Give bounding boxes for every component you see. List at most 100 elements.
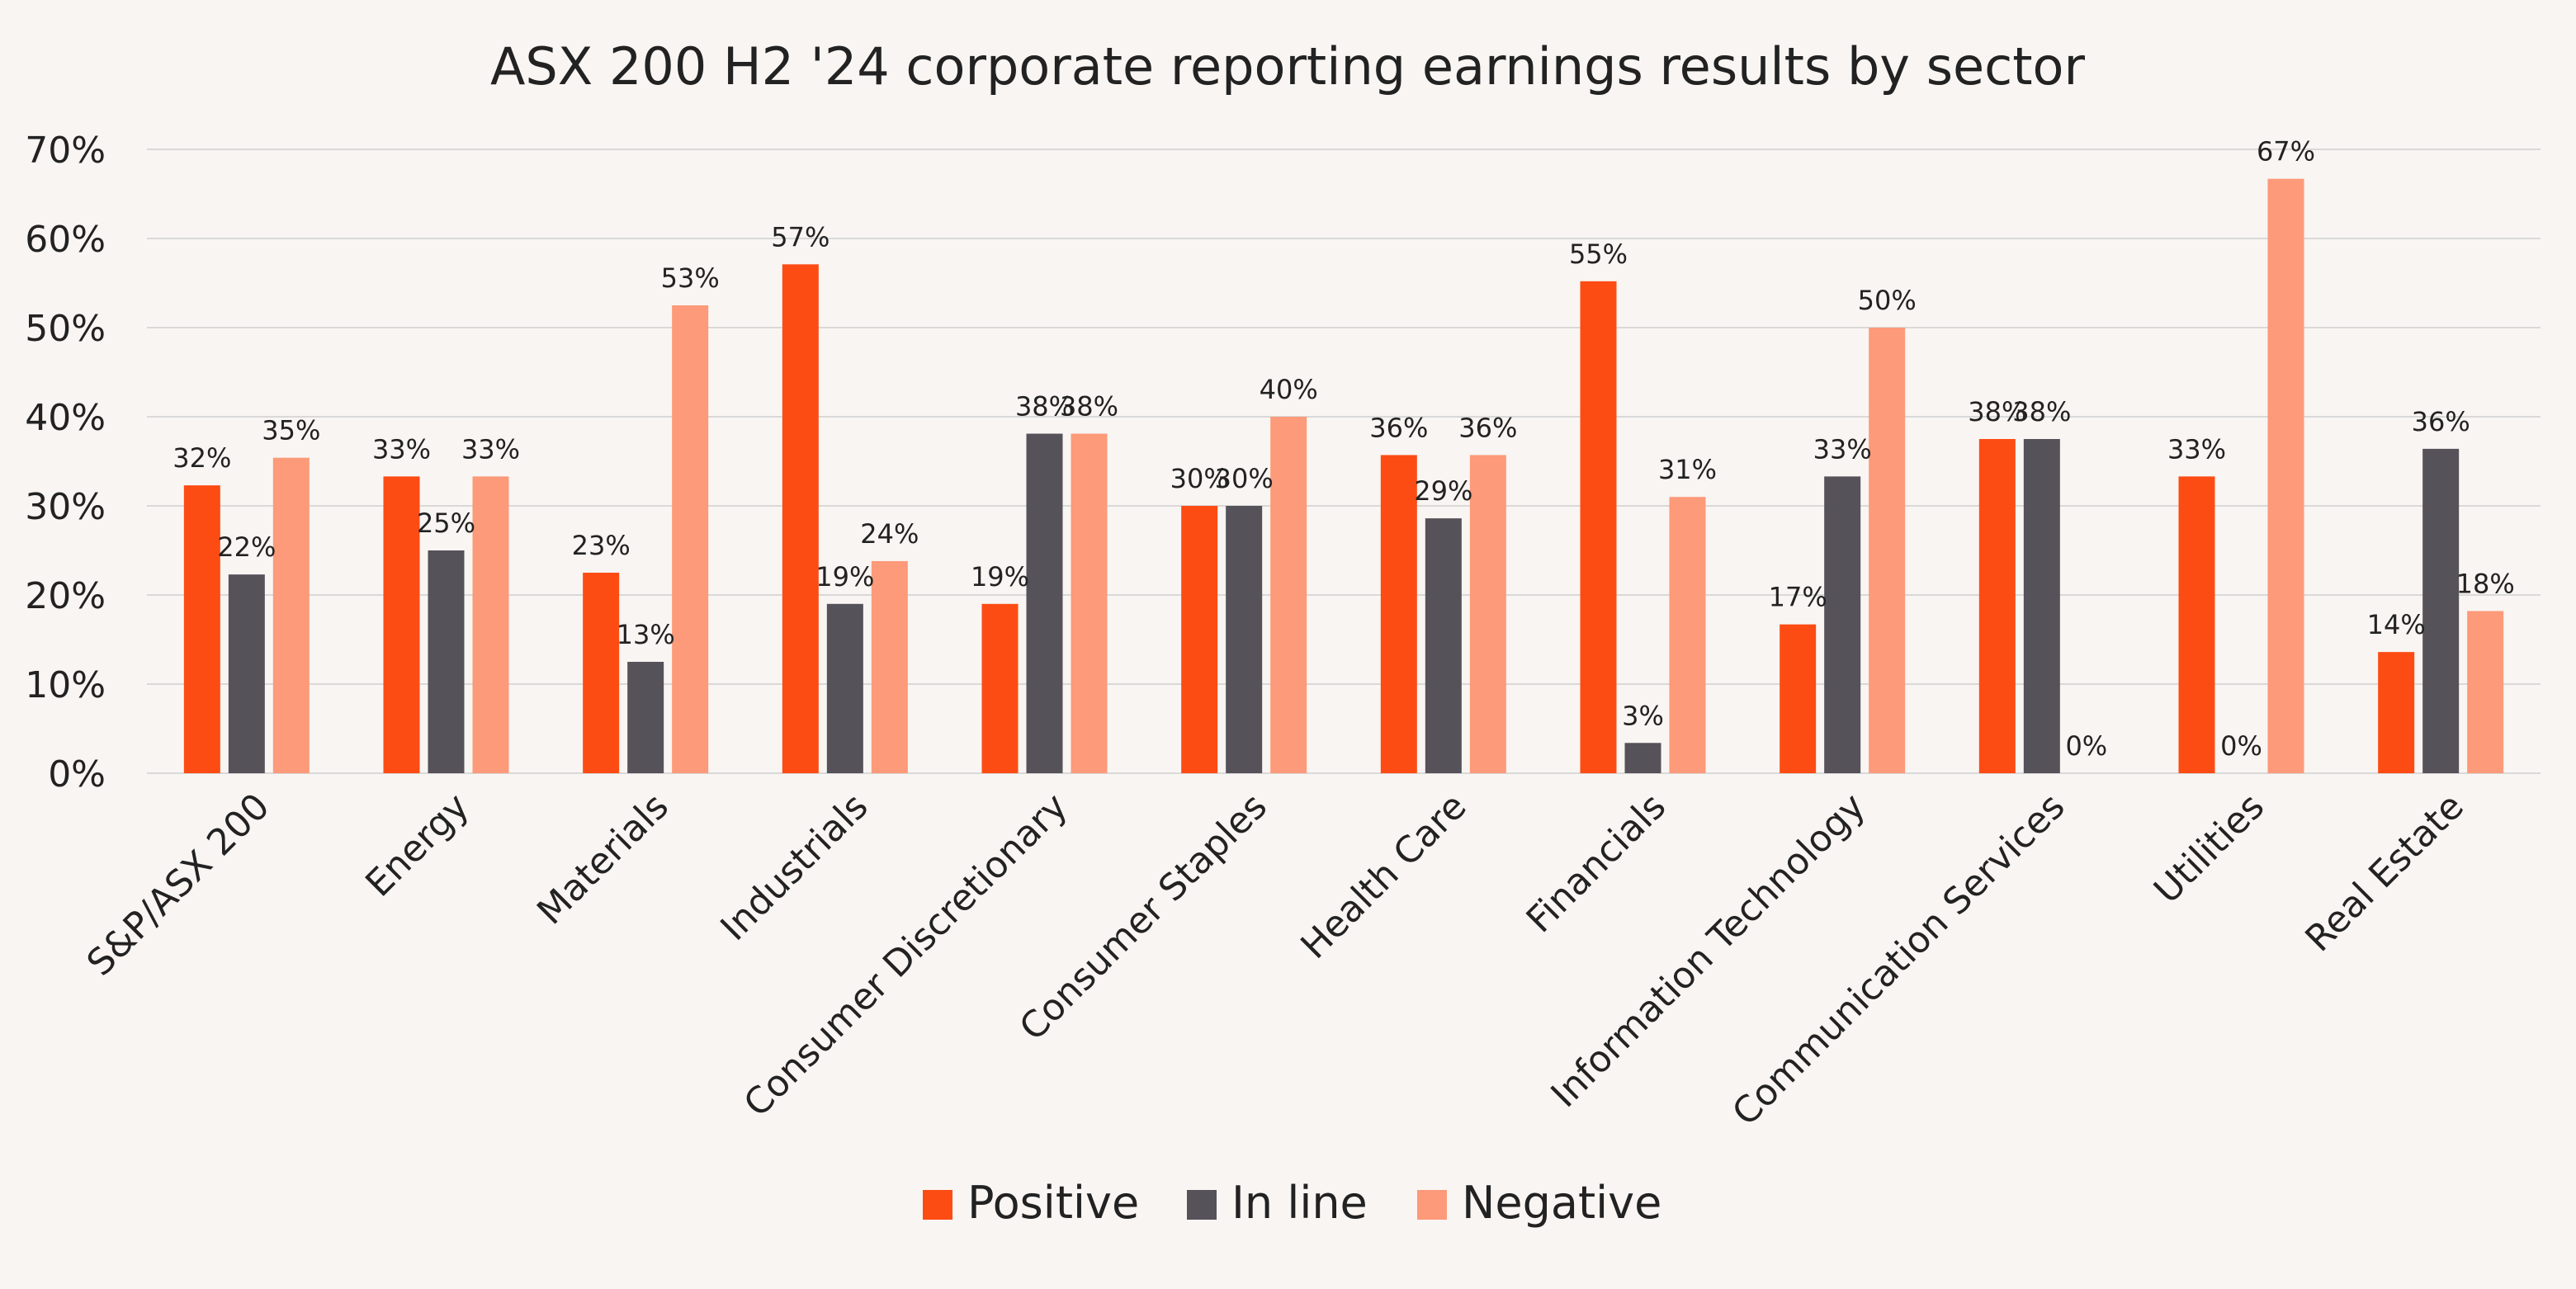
legend-swatch: [1187, 1190, 1217, 1220]
data-label: 25%: [417, 508, 475, 539]
data-label: 19%: [815, 561, 874, 593]
bar-in-line: [1624, 743, 1661, 773]
data-label: 50%: [1858, 285, 1917, 316]
bar-positive: [981, 603, 1019, 773]
data-label: 36%: [1458, 412, 1517, 443]
data-label: 38%: [1015, 391, 1074, 423]
bar-negative: [672, 305, 709, 773]
bar-negative: [2267, 178, 2304, 773]
data-label: 14%: [2367, 609, 2426, 640]
data-label: 19%: [971, 561, 1029, 593]
bar-in-line: [428, 550, 465, 773]
y-tick-label: 30%: [25, 486, 106, 528]
bar-positive: [1580, 281, 1617, 774]
legend-swatch: [923, 1190, 952, 1220]
data-label: 13%: [617, 619, 675, 650]
data-label: 3%: [1622, 700, 1664, 731]
data-label: 31%: [1658, 454, 1717, 485]
bar-negative: [871, 560, 908, 773]
bar-in-line: [2422, 448, 2460, 773]
data-label: 29%: [1414, 475, 1472, 507]
bar-negative: [1469, 455, 1506, 773]
y-tick-label: 60%: [25, 219, 106, 261]
legend-label: Positive: [967, 1177, 1139, 1229]
y-tick-label: 40%: [25, 397, 106, 439]
x-tick-label: Information Technology: [1543, 786, 1874, 1116]
data-label: 53%: [661, 262, 720, 294]
data-labels: 32% 33% 23% 57% 19% 30% 36% 55% 17% 38% 33% 14% 22% 2…: [173, 136, 2514, 762]
bar-in-line: [1425, 518, 1462, 773]
x-axis-category-labels: S&P/ASX 200 Energy Materials IndustrialsCon…: [79, 786, 2472, 1134]
data-label: 30%: [1170, 463, 1229, 494]
bar-positive: [183, 485, 220, 773]
data-label: 24%: [860, 518, 919, 550]
data-label: 40%: [1260, 374, 1318, 405]
bar-negative: [472, 476, 509, 773]
y-tick-label: 0%: [48, 753, 106, 796]
data-label: 23%: [572, 530, 631, 561]
bar-in-line: [1824, 476, 1861, 773]
bar-in-line: [228, 574, 265, 773]
bar-negative: [1669, 497, 1706, 773]
data-label: 0%: [2220, 730, 2262, 762]
y-tick-label: 50%: [25, 308, 106, 350]
data-label: 36%: [2412, 406, 2470, 437]
bars: [183, 178, 2504, 774]
bar-positive: [1181, 506, 1218, 773]
data-label: 55%: [1569, 238, 1628, 270]
bar-negative: [1270, 417, 1307, 773]
bar-in-line: [1026, 433, 1063, 773]
x-tick-label: S&P/ASX 200: [79, 786, 278, 984]
data-label: 38%: [2012, 396, 2071, 427]
gridlines: [147, 149, 2541, 774]
x-tick-label: Utilities: [2146, 786, 2272, 912]
bar-positive: [583, 573, 620, 773]
data-label: 33%: [2167, 433, 2226, 465]
bar-in-line: [2023, 439, 2060, 773]
x-tick-label: Energy: [357, 786, 477, 905]
legend-label: In line: [1231, 1177, 1368, 1229]
data-label: 57%: [771, 221, 830, 253]
chart-title: ASX 200 H2 '24 corporate reporting earni…: [490, 36, 2085, 97]
legend-swatch: [1417, 1190, 1447, 1220]
bar-negative: [1869, 328, 1906, 773]
bar-positive: [1780, 624, 1817, 773]
data-label: 18%: [2456, 568, 2515, 599]
y-tick-label: 20%: [25, 575, 106, 617]
bar-positive: [383, 476, 420, 773]
y-tick-label: 70%: [25, 130, 106, 172]
x-tick-label: Industrials: [712, 786, 876, 949]
bar-negative: [1071, 433, 1108, 773]
bar-negative: [2467, 611, 2504, 773]
data-label: 33%: [1813, 433, 1872, 465]
bar-positive: [1978, 439, 2016, 773]
data-label: 38%: [1968, 396, 2026, 427]
data-label: 35%: [262, 415, 320, 446]
bar-positive: [2378, 652, 2415, 773]
y-axis-tick-labels: 0% 10% 20% 30% 40% 50% 60% 70%: [25, 130, 106, 796]
data-label: 33%: [461, 433, 520, 465]
legend: Positive In line Negative: [923, 1177, 1661, 1229]
bar-positive: [1380, 455, 1417, 773]
x-tick-label: Consumer Discretionary: [736, 786, 1076, 1126]
bar-in-line: [826, 603, 863, 773]
legend-label: Negative: [1462, 1177, 1661, 1229]
bar-positive: [2178, 476, 2215, 773]
data-label: 33%: [372, 433, 431, 465]
data-label: 67%: [2257, 136, 2315, 168]
x-tick-label: Financials: [1519, 786, 1675, 942]
data-label: 17%: [1769, 582, 1827, 613]
x-tick-label: Materials: [529, 786, 677, 933]
data-label: 22%: [217, 531, 276, 563]
bar-in-line: [627, 662, 664, 773]
data-label: 0%: [2065, 730, 2107, 762]
data-label: 36%: [1369, 412, 1428, 443]
data-label: 30%: [1215, 463, 1274, 494]
x-tick-label: Health Care: [1293, 786, 1474, 967]
y-tick-label: 10%: [25, 664, 106, 706]
bar-negative: [272, 457, 310, 773]
bar-in-line: [1226, 506, 1263, 773]
data-label: 38%: [1060, 391, 1118, 423]
